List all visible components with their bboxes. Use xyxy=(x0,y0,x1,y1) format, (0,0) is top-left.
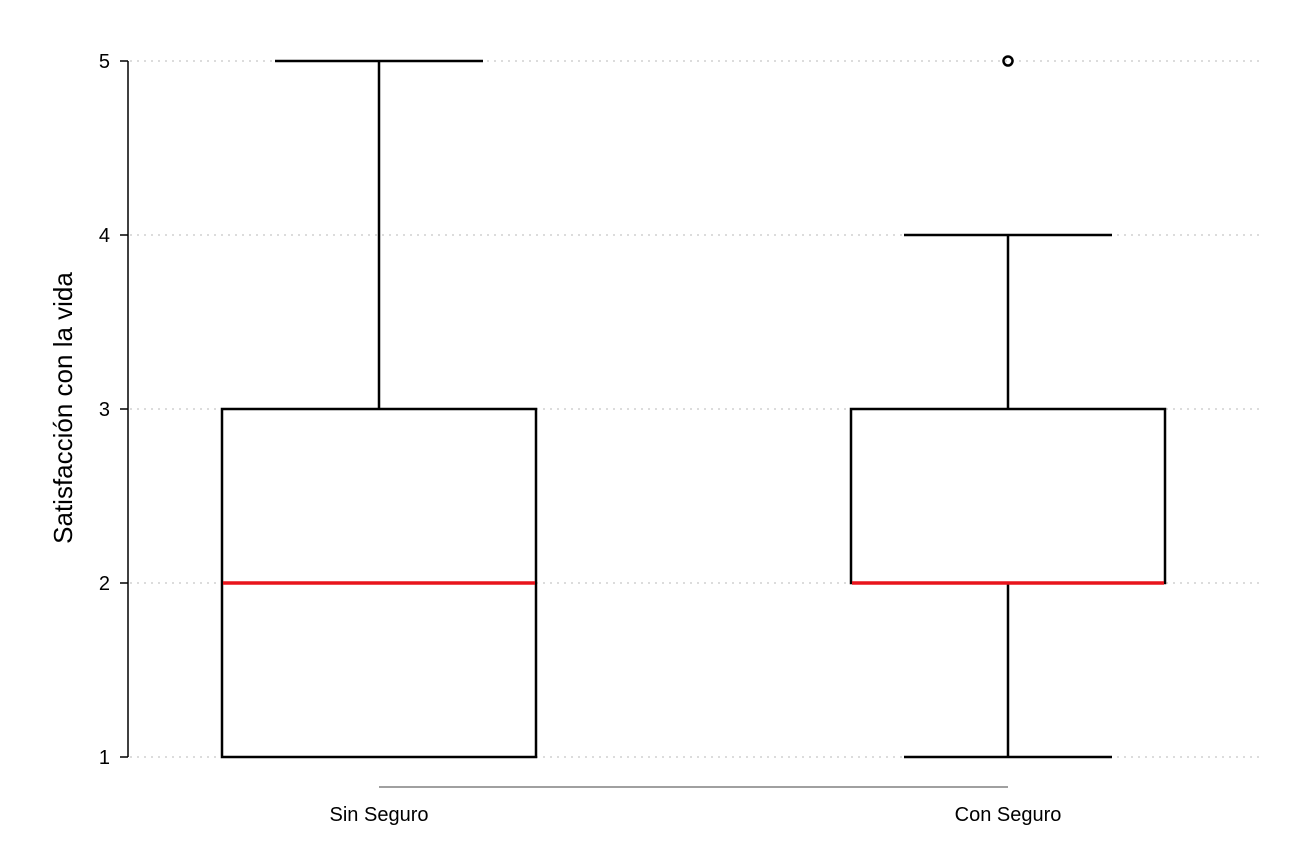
outlier-point xyxy=(1002,55,1014,67)
box-iqr xyxy=(849,407,1167,585)
x-tick-label: Sin Seguro xyxy=(330,804,429,826)
y-axis: 1 2 3 4 5 xyxy=(99,51,129,769)
x-tick-label: Con Seguro xyxy=(955,804,1062,826)
y-tick-label: 2 xyxy=(99,573,110,595)
y-tick-label: 5 xyxy=(99,51,110,73)
box-sin-seguro xyxy=(220,59,538,759)
y-tick-label: 1 xyxy=(99,747,110,769)
y-tick-label: 4 xyxy=(99,225,110,247)
box-con-seguro xyxy=(849,55,1167,759)
y-axis-title: Satisfacción con la vida xyxy=(48,272,78,544)
y-tick-label: 3 xyxy=(99,399,110,421)
x-axis: Sin Seguro Con Seguro xyxy=(330,786,1062,826)
boxes xyxy=(220,55,1167,759)
